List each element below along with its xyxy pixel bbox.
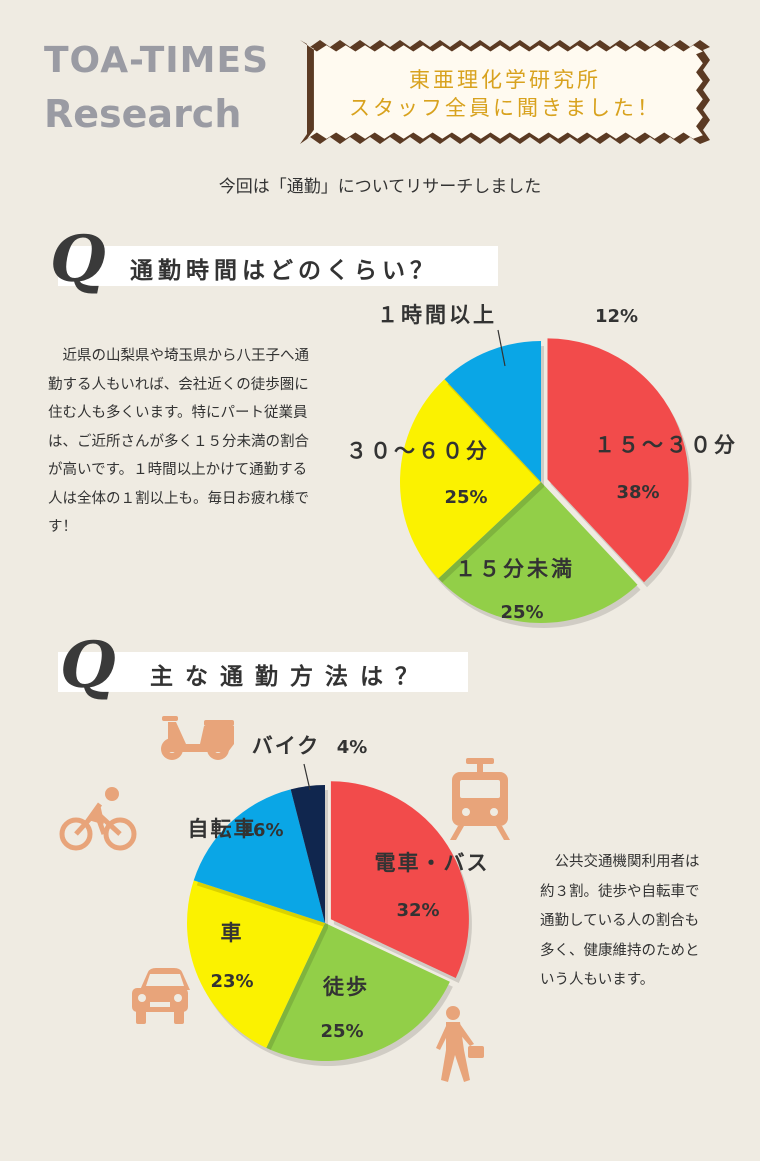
question-2-text: 主な通勤方法は？ [150, 664, 430, 690]
question-1-mark: Q [50, 222, 106, 297]
slice-label: ３０～６０分 [346, 439, 490, 463]
slice-value: 12% [595, 306, 638, 327]
question-2-mark: Q [60, 628, 116, 703]
leader-line-1hour [497, 329, 506, 367]
slice-label: バイク [252, 734, 321, 758]
slice-label: 自転車 [188, 817, 257, 841]
pie-slice-5 [290, 785, 325, 923]
banner-inner [307, 45, 703, 139]
slice-label: １５分未満 [455, 557, 575, 581]
banner-line-2: スタッフ全員に聞きました！ [349, 96, 661, 120]
slice-label: 徒歩 [322, 975, 369, 999]
slice-value: 25% [320, 1021, 363, 1042]
slice-value: 25% [444, 487, 487, 508]
pie-slice-1 [330, 781, 469, 979]
question-1-bar [58, 246, 498, 286]
walking-businessman-icon [436, 1006, 484, 1082]
logo-title: TOA-TIMES [44, 40, 269, 81]
slice-value: 23% [210, 971, 253, 992]
slice-value: 16% [240, 820, 283, 841]
question-1-paragraph: 近県の山梨県や埼玉県から八王子へ通勤する人もいれば、会社近くの徒歩圏に住む人も多… [48, 348, 309, 535]
pie-slice-4 [193, 789, 325, 923]
pie-slice-3 [399, 379, 541, 579]
slice-label: １５～３０分 [594, 433, 738, 457]
slice-label: 車 [221, 921, 244, 945]
slice-value: 4% [337, 737, 368, 758]
pie-slice-3 [187, 880, 325, 1048]
jagged-banner [300, 40, 710, 144]
scooter-icon [161, 716, 234, 760]
intro-text: 今回は「通勤」についてリサーチしました [218, 177, 542, 197]
question-2-paragraph: 公共交通機関利用者は約３割。徒歩や自転車で通勤している人の割合も多く、健康維持の… [540, 854, 700, 988]
cyclist-icon [59, 787, 137, 851]
pie-slice-2 [438, 482, 638, 623]
slice-label: １時間以上 [377, 303, 497, 327]
logo-subtitle: Research [44, 92, 242, 136]
question-2-bar [58, 652, 468, 692]
car-icon [132, 968, 190, 1024]
pie-slice-1 [547, 338, 689, 583]
question-1-text: 通勤時間はどのくらい？ [130, 258, 438, 284]
pie-slice-4 [444, 341, 541, 482]
slice-label: 電車・バス [375, 851, 490, 875]
slice-value: 38% [616, 482, 659, 503]
slice-value: 32% [396, 900, 439, 921]
train-icon [450, 758, 510, 840]
pie-slice-2 [266, 923, 450, 1061]
banner-line-1: 東亜理化学研究所 [409, 68, 601, 92]
slice-value: 25% [500, 602, 543, 623]
leader-line-bike [303, 763, 311, 791]
